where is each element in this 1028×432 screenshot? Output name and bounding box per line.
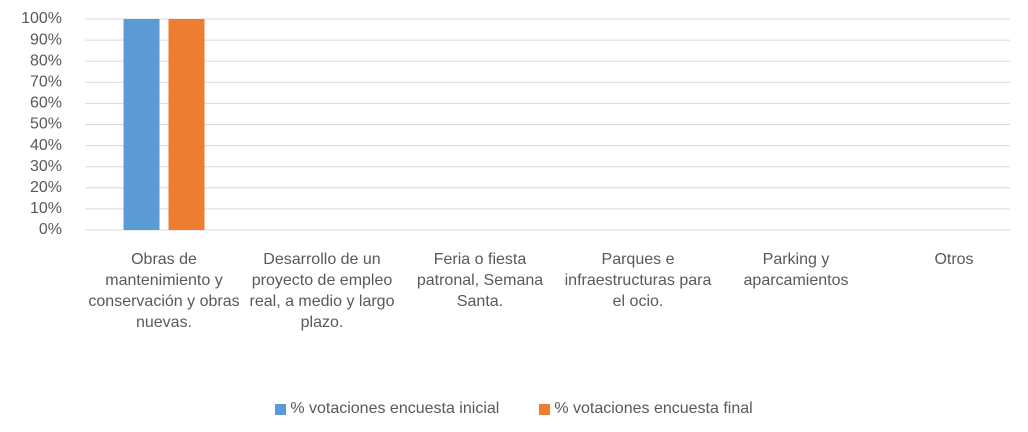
legend-label: % votaciones encuesta final <box>554 400 753 417</box>
legend-item: % votaciones encuesta inicial <box>275 400 499 418</box>
x-tick-label: Desarrollo de un proyecto de empleo real… <box>249 251 395 331</box>
x-tick-label: Parking y aparcamientos <box>743 251 849 289</box>
bar <box>123 19 160 230</box>
y-tick-label: 80% <box>30 52 62 69</box>
y-tick-label: 90% <box>30 31 62 48</box>
bar <box>168 19 205 230</box>
legend-item: % votaciones encuesta final <box>539 400 753 418</box>
y-tick-label: 50% <box>30 116 62 133</box>
y-tick-label: 40% <box>30 137 62 154</box>
legend-swatch <box>539 403 551 415</box>
y-tick-label: 10% <box>30 200 62 217</box>
x-tick-label: Feria o fiesta patronal, Semana Santa. <box>416 251 544 310</box>
y-tick-label: 60% <box>30 95 62 112</box>
x-tick-label: Obras de mantenimiento y conservación y … <box>88 251 240 331</box>
y-tick-label: 20% <box>30 179 62 196</box>
legend-label: % votaciones encuesta inicial <box>290 400 500 417</box>
y-tick-label: 30% <box>30 158 62 175</box>
y-tick-label: 0% <box>39 221 62 238</box>
y-tick-label: 70% <box>30 74 62 91</box>
x-tick-label: Parques e infraestructuras para el ocio. <box>564 251 712 310</box>
x-tick-label: Otros <box>934 251 974 268</box>
legend: % votaciones encuesta inicial % votacione… <box>0 400 1028 418</box>
y-tick-label: 100% <box>21 10 62 27</box>
legend-swatch <box>275 403 287 415</box>
